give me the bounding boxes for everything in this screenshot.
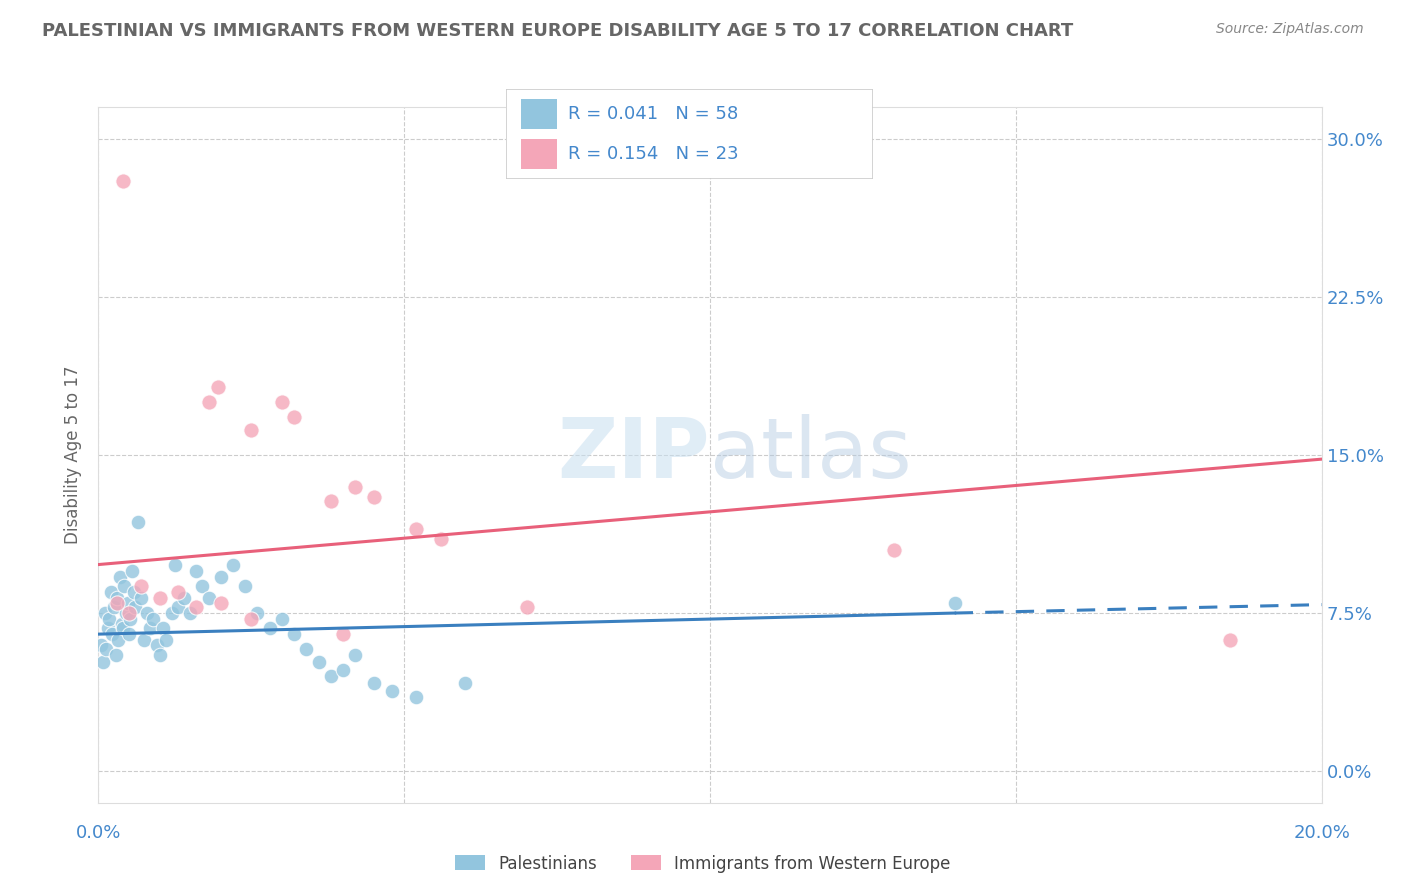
Point bbox=[240, 612, 263, 626]
Point bbox=[209, 570, 232, 584]
Point bbox=[111, 621, 134, 635]
Point bbox=[103, 599, 125, 614]
Text: R = 0.041   N = 58: R = 0.041 N = 58 bbox=[568, 105, 738, 123]
Point bbox=[209, 595, 232, 609]
Point bbox=[344, 648, 367, 663]
Point bbox=[405, 690, 427, 705]
Point bbox=[222, 558, 245, 572]
Point bbox=[120, 612, 142, 626]
Point bbox=[118, 606, 141, 620]
Point bbox=[179, 606, 201, 620]
Text: atlas: atlas bbox=[710, 415, 911, 495]
Point bbox=[186, 564, 208, 578]
Point bbox=[259, 621, 281, 635]
Point bbox=[173, 591, 195, 606]
Point bbox=[115, 606, 138, 620]
Point bbox=[139, 621, 162, 635]
Point bbox=[107, 633, 129, 648]
Point bbox=[134, 633, 156, 648]
Point bbox=[98, 612, 121, 626]
Point bbox=[160, 606, 183, 620]
Text: 0.0%: 0.0% bbox=[76, 824, 121, 842]
Point bbox=[136, 606, 159, 620]
Bar bbox=[520, 139, 557, 169]
Point bbox=[186, 599, 208, 614]
Y-axis label: Disability Age 5 to 17: Disability Age 5 to 17 bbox=[65, 366, 83, 544]
Point bbox=[295, 641, 318, 656]
Point bbox=[332, 627, 354, 641]
Point bbox=[454, 675, 477, 690]
Point bbox=[145, 638, 167, 652]
Point bbox=[127, 516, 149, 530]
Point bbox=[111, 616, 134, 631]
Point bbox=[111, 174, 134, 188]
Point bbox=[319, 669, 342, 683]
Point bbox=[122, 585, 145, 599]
Point bbox=[117, 595, 139, 609]
Point bbox=[155, 633, 177, 648]
Point bbox=[97, 621, 120, 635]
Point bbox=[100, 585, 122, 599]
Point bbox=[344, 479, 367, 493]
Point bbox=[381, 684, 404, 698]
Point bbox=[332, 663, 354, 677]
Point bbox=[152, 621, 174, 635]
Point bbox=[121, 564, 143, 578]
Point bbox=[163, 558, 186, 572]
Point bbox=[363, 675, 385, 690]
Point bbox=[283, 409, 305, 424]
Text: ZIP: ZIP bbox=[558, 415, 710, 495]
Point bbox=[129, 591, 152, 606]
Text: PALESTINIAN VS IMMIGRANTS FROM WESTERN EUROPE DISABILITY AGE 5 TO 17 CORRELATION: PALESTINIAN VS IMMIGRANTS FROM WESTERN E… bbox=[42, 22, 1073, 40]
Point bbox=[883, 542, 905, 557]
Point bbox=[233, 579, 256, 593]
Point bbox=[94, 641, 117, 656]
Bar bbox=[520, 99, 557, 129]
Point bbox=[91, 655, 114, 669]
Point bbox=[246, 606, 269, 620]
Point bbox=[240, 423, 263, 437]
Point bbox=[167, 585, 190, 599]
Point bbox=[308, 655, 330, 669]
Text: R = 0.154   N = 23: R = 0.154 N = 23 bbox=[568, 145, 740, 163]
Point bbox=[101, 627, 124, 641]
Point bbox=[197, 591, 219, 606]
Point bbox=[270, 395, 294, 409]
Point bbox=[93, 606, 115, 620]
Point bbox=[90, 638, 112, 652]
Point bbox=[319, 494, 342, 508]
Point bbox=[118, 627, 141, 641]
Point bbox=[363, 490, 385, 504]
Point bbox=[142, 612, 165, 626]
Point bbox=[943, 595, 966, 609]
Text: Source: ZipAtlas.com: Source: ZipAtlas.com bbox=[1216, 22, 1364, 37]
Point bbox=[1219, 633, 1241, 648]
Point bbox=[149, 591, 172, 606]
Point bbox=[167, 599, 190, 614]
Point bbox=[207, 380, 229, 394]
Point bbox=[516, 599, 538, 614]
Point bbox=[108, 570, 131, 584]
Point bbox=[270, 612, 294, 626]
Point bbox=[191, 579, 214, 593]
Text: 20.0%: 20.0% bbox=[1294, 824, 1350, 842]
Point bbox=[105, 591, 128, 606]
Point bbox=[197, 395, 219, 409]
Legend: Palestinians, Immigrants from Western Europe: Palestinians, Immigrants from Western Eu… bbox=[449, 848, 957, 880]
Point bbox=[129, 579, 152, 593]
Point bbox=[149, 648, 172, 663]
Point bbox=[112, 579, 135, 593]
Point bbox=[104, 648, 127, 663]
Point bbox=[405, 522, 427, 536]
Point bbox=[124, 599, 146, 614]
Point bbox=[430, 533, 453, 547]
Point bbox=[283, 627, 305, 641]
Point bbox=[105, 595, 128, 609]
